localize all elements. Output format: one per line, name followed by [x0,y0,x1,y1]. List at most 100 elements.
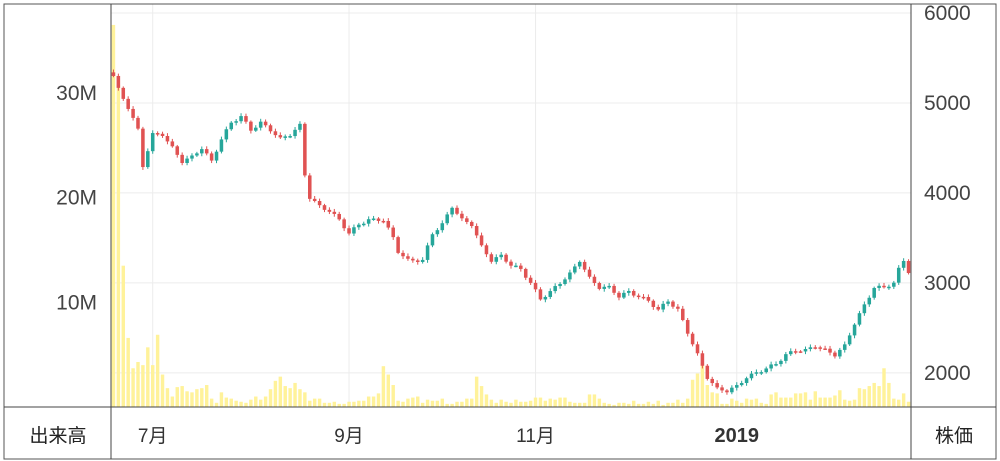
candle-body [607,285,611,288]
candle-body [175,146,180,155]
volume-bar [563,397,567,407]
price-tick-label: 4000 [924,182,971,205]
candlesticks [111,69,911,395]
volume-bar [818,397,822,407]
candle-body [200,149,204,154]
volume-bar [391,385,395,407]
candle-body [730,387,734,393]
volume-bar [602,402,606,407]
volume-bar [573,402,577,407]
volume-bar [273,380,278,407]
candle-body [867,297,872,305]
candle-body [514,265,518,268]
candle-body [121,87,126,99]
candle-body [352,227,356,234]
candle-body [725,390,729,393]
candle-body [460,213,464,219]
candle-body [808,347,813,350]
candle-body [882,285,886,288]
volume-bar [195,389,199,407]
volume-bar [695,373,700,407]
price-tick-label: 3000 [924,272,971,295]
volume-bar [254,396,258,407]
candle-body [465,218,469,222]
volume-bar [690,379,695,407]
volume-bar [646,401,651,407]
candle-body [892,282,896,287]
candle-body [234,121,238,123]
volume-bar [420,402,425,407]
volume-tick-label: 20M [56,187,97,210]
candle-body [131,108,135,118]
candle-body [700,353,705,366]
candle-body [523,268,528,278]
candle-body [671,301,675,307]
volume-bar [175,387,179,407]
volume-bar [524,401,528,407]
candle-body [484,245,489,255]
candle-body [219,139,224,152]
volume-bar [450,403,454,407]
candle-body [749,373,754,379]
volume-bar [852,399,857,407]
candle-body [293,129,297,137]
volume-bar [234,400,238,407]
volume-bar [838,390,842,407]
candle-body [803,349,808,352]
candle-body [381,220,386,223]
volume-bar [278,376,283,407]
date-axis-ticks: 7月 9月 11月 2019 [138,425,759,447]
volume-bar [813,391,818,407]
volume-bar [371,396,376,407]
candle-body [631,290,636,296]
volume-bar [892,398,896,407]
candle-body [582,261,587,270]
volume-bar [288,388,292,407]
volume-bar [784,397,788,407]
candle-body [116,75,121,88]
volume-bar [381,366,386,407]
candle-body [906,260,911,274]
volume-bar [303,392,307,407]
price-tick-label: 5000 [924,92,971,115]
volume-bar [725,403,729,407]
candle-body [818,347,822,349]
candle-body [396,237,400,253]
volume-bar [514,399,518,407]
candle-body [661,303,665,310]
volume-bar [425,399,430,407]
date-tick-label: 9月 [334,426,364,447]
candle-body [322,205,327,210]
volume-bar [111,24,116,408]
volume-bar [808,399,813,407]
candle-body [420,259,425,262]
volume-bar [641,403,646,407]
candle-body [288,136,292,138]
volume-bar [170,396,175,407]
candle-body [376,218,381,221]
candle-body [577,261,582,267]
candle-body [146,151,150,168]
price-tick-label: 2000 [924,362,971,385]
candle-body [739,383,744,386]
volume-bar [749,399,754,407]
volume-bar [160,374,165,407]
candle-body [676,306,680,309]
candle-body [337,213,341,220]
volume-bar [877,386,881,407]
grid-lines [111,4,911,407]
volume-bar [474,376,479,407]
volume-axis-label: 出来高 [29,425,86,447]
candle-body [411,258,415,261]
volume-bar [126,337,130,407]
volume-bar [401,401,405,407]
candle-body [435,230,440,235]
volume-bar [470,398,474,407]
volume-bar [597,398,602,407]
volume-bar [882,368,886,407]
volume-bar [705,385,710,407]
candle-body [715,383,719,388]
chart-frame [3,3,997,460]
candle-body [190,155,194,159]
